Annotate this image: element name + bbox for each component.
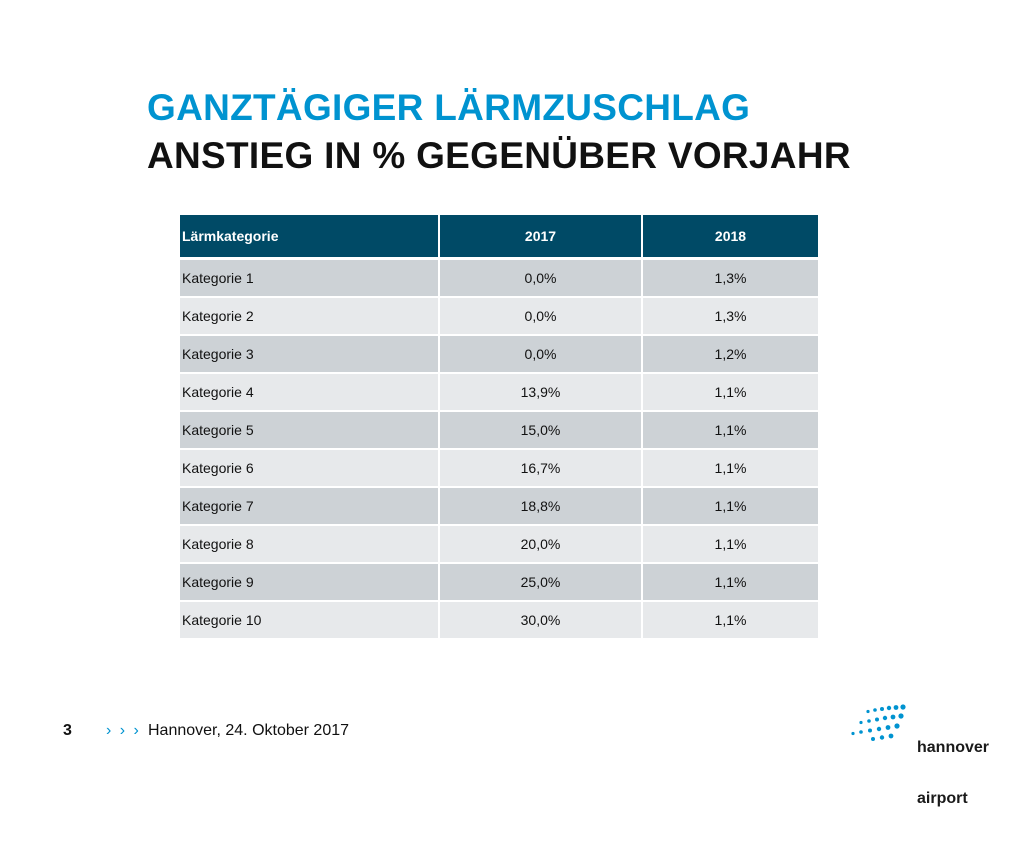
- table-row: Kategorie 3 0,0% 1,2%: [180, 335, 818, 374]
- title-line-1: GANZTÄGIGER LÄRMZUSCHLAG: [147, 87, 751, 128]
- table-row: Kategorie 4 13,9% 1,1%: [180, 373, 818, 412]
- value-2018-cell: 1,1%: [642, 411, 818, 450]
- slide-title: GANZTÄGIGER LÄRMZUSCHLAG ANSTIEG IN % GE…: [147, 84, 851, 180]
- category-cell: Kategorie 5: [180, 411, 440, 450]
- value-2017-cell: 16,7%: [439, 449, 643, 488]
- logo-wordmark: hannover airport: [917, 705, 989, 841]
- value-2017-cell: 0,0%: [439, 258, 643, 298]
- footer: 3 › › › Hannover, 24. Oktober 2017: [0, 722, 1024, 744]
- table-header-row: Lärmkategorie 2017 2018: [180, 215, 818, 260]
- value-2018-cell: 1,1%: [642, 563, 818, 602]
- page-number: 3: [63, 722, 72, 739]
- value-2018-cell: 1,1%: [642, 449, 818, 488]
- value-2018-cell: 1,3%: [642, 258, 818, 298]
- table-row: Kategorie 5 15,0% 1,1%: [180, 411, 818, 450]
- logo-line-2: airport: [917, 790, 968, 807]
- airport-runway-dots-icon: [851, 704, 906, 741]
- category-cell: Kategorie 8: [180, 525, 440, 564]
- table-row: Kategorie 2 0,0% 1,3%: [180, 297, 818, 336]
- table-row: Kategorie 1 0,0% 1,3%: [180, 258, 818, 298]
- chevron-right-icon: › › ›: [106, 722, 141, 739]
- category-cell: Kategorie 7: [180, 487, 440, 526]
- column-header-2018: 2018: [642, 215, 818, 260]
- table-row: Kategorie 9 25,0% 1,1%: [180, 563, 818, 602]
- value-2017-cell: 18,8%: [439, 487, 643, 526]
- value-2017-cell: 15,0%: [439, 411, 643, 450]
- footer-date-location: Hannover, 24. Oktober 2017: [148, 722, 350, 739]
- category-cell: Kategorie 9: [180, 563, 440, 602]
- title-line-2: ANSTIEG IN % GEGENÜBER VORJAHR: [147, 135, 851, 176]
- value-2017-cell: 0,0%: [439, 297, 643, 336]
- value-2017-cell: 13,9%: [439, 373, 643, 412]
- table-row: Kategorie 10 30,0% 1,1%: [180, 601, 818, 640]
- value-2017-cell: 0,0%: [439, 335, 643, 374]
- category-cell: Kategorie 2: [180, 297, 440, 336]
- value-2018-cell: 1,1%: [642, 601, 818, 640]
- category-cell: Kategorie 4: [180, 373, 440, 412]
- hannover-airport-logo: hannover airport: [845, 703, 1005, 807]
- value-2017-cell: 20,0%: [439, 525, 643, 564]
- category-cell: Kategorie 6: [180, 449, 440, 488]
- category-cell: Kategorie 10: [180, 601, 440, 640]
- value-2018-cell: 1,1%: [642, 373, 818, 412]
- value-2018-cell: 1,2%: [642, 335, 818, 374]
- table-row: Kategorie 8 20,0% 1,1%: [180, 525, 818, 564]
- column-header-category: Lärmkategorie: [180, 215, 440, 260]
- category-cell: Kategorie 1: [180, 258, 440, 298]
- column-header-2017: 2017: [439, 215, 643, 260]
- value-2018-cell: 1,1%: [642, 525, 818, 564]
- value-2018-cell: 1,1%: [642, 487, 818, 526]
- category-cell: Kategorie 3: [180, 335, 440, 374]
- value-2018-cell: 1,3%: [642, 297, 818, 336]
- noise-category-table: Lärmkategorie 2017 2018 Kategorie 1 0,0% 1…: [180, 215, 818, 640]
- value-2017-cell: 25,0%: [439, 563, 643, 602]
- value-2017-cell: 30,0%: [439, 601, 643, 640]
- table-row: Kategorie 7 18,8% 1,1%: [180, 487, 818, 526]
- logo-line-1: hannover: [917, 739, 990, 756]
- table-row: Kategorie 6 16,7% 1,1%: [180, 449, 818, 488]
